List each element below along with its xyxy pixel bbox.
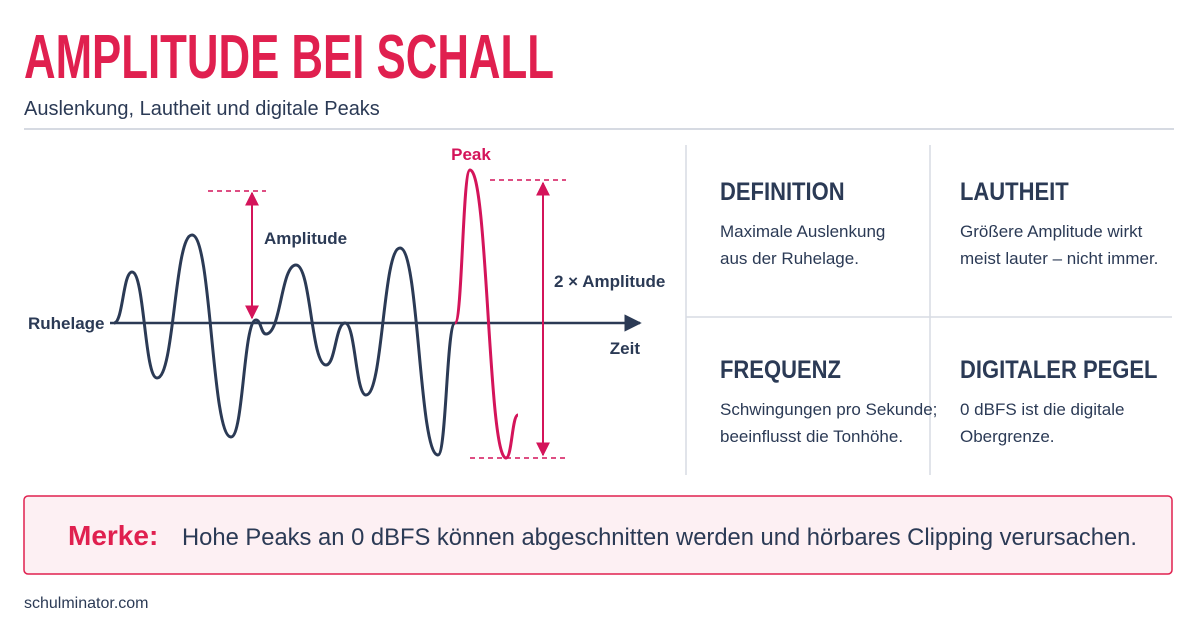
subtitle: Auslenkung, Lautheit und digitale Peaks [24, 98, 380, 120]
amplitude-label: Amplitude [264, 229, 347, 248]
card-text: meist lauter – nicht immer. [960, 249, 1158, 268]
card-text: Schwingungen pro Sekunde; [720, 400, 937, 419]
card-text: Maximale Auslenkung [720, 222, 885, 241]
note-box [23, 495, 1173, 575]
cards: DEFINITION Maximale Auslenkung aus der Ruh… [720, 178, 1158, 446]
card-title: DEFINITION [720, 178, 845, 206]
card-grid [685, 145, 1172, 475]
card-title: LAUTHEIT [960, 178, 1069, 206]
card-title: FREQUENZ [720, 356, 841, 384]
rest-label: Ruhelage [28, 314, 105, 333]
card-text: beeinflusst die Tonhöhe. [720, 427, 903, 446]
card-text: aus der Ruhelage. [720, 249, 859, 268]
card-text: 0 dBFS ist die digitale [960, 400, 1124, 419]
title: AMPLITUDE BEI SCHALL [24, 23, 554, 92]
double-amplitude-label: 2 × Amplitude [554, 272, 665, 291]
peak-label: Peak [451, 145, 491, 164]
footer: schulminator.com [24, 595, 149, 612]
card-text: Obergrenze. [960, 427, 1055, 446]
card-text: Größere Amplitude wirkt [960, 222, 1143, 241]
wave [113, 233, 457, 457]
time-label: Zeit [610, 339, 641, 358]
wave-diagram: Peak Amplitude 2 × Amplitude Ruhelage Ze… [28, 145, 665, 460]
peak-wave [453, 168, 520, 460]
note-label: Merke: [68, 520, 158, 551]
note-text: Hohe Peaks an 0 dBFS können abgeschnitte… [182, 524, 1137, 551]
card-title: DIGITALER PEGEL [960, 356, 1157, 384]
